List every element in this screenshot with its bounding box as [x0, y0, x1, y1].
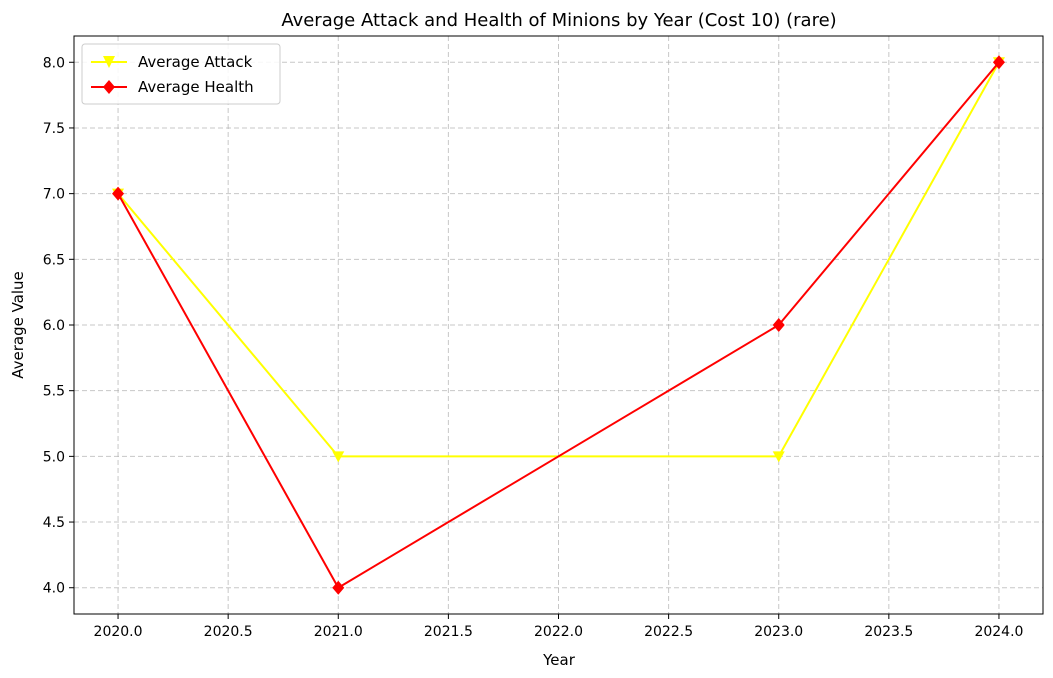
- data-point-health: [992, 55, 1005, 70]
- legend: Average Attack Average Health: [81, 43, 281, 105]
- y-axis-ticks: 4.0 4.5 5.0 5.5 6.0 6.5 7.0 7.5 8.0: [43, 55, 74, 597]
- data-point-attack: [772, 451, 785, 463]
- y-tick-label: 4.0: [43, 581, 65, 597]
- y-axis-label: Average Value: [9, 271, 27, 379]
- y-tick-label: 7.5: [43, 121, 65, 137]
- legend-health-text: Average Health: [138, 78, 254, 96]
- legend-item-attack: Average Attack: [91, 53, 253, 71]
- series-line-health: [117, 61, 1000, 589]
- y-tick-label: 4.5: [43, 515, 65, 531]
- x-tick-label: 2023.0: [754, 624, 803, 640]
- x-tick-label: 2020.0: [94, 624, 143, 640]
- x-tick-label: 2021.0: [314, 624, 363, 640]
- data-point-health: [772, 318, 785, 332]
- x-tick-label: 2021.5: [424, 624, 473, 640]
- y-tick-label: 8.0: [43, 55, 65, 71]
- data-point-attack: [332, 451, 345, 463]
- series-group: [112, 55, 1005, 595]
- legend-item-health: Average Health: [91, 78, 254, 96]
- legend-health-marker: [103, 80, 115, 94]
- legend-attack-marker: [103, 56, 115, 68]
- y-tick-label: 6.0: [43, 318, 65, 334]
- grid-lines: [74, 36, 1043, 614]
- x-axis-ticks: 2020.0 2020.5 2021.0 2021.5 2022.0 2022.5 2023…: [94, 614, 1023, 640]
- x-tick-label: 2023.5: [864, 624, 913, 640]
- y-tick-label: 5.5: [43, 384, 65, 400]
- chart-title: Average Attack and Health of Minions by …: [281, 10, 836, 31]
- y-tick-label: 6.5: [43, 252, 65, 268]
- y-tick-label: 5.0: [43, 449, 65, 465]
- legend-attack-text: Average Attack: [138, 53, 253, 71]
- data-point-health: [332, 580, 345, 595]
- x-tick-label: 2022.0: [534, 624, 583, 640]
- x-tick-label: 2020.5: [204, 624, 253, 640]
- x-tick-label: 2022.5: [644, 624, 693, 640]
- data-point-health: [112, 186, 125, 201]
- legend-box: [81, 43, 281, 105]
- y-tick-label: 7.0: [43, 187, 65, 203]
- x-axis-label: Year: [542, 651, 576, 669]
- x-tick-label: 2024.0: [974, 624, 1023, 640]
